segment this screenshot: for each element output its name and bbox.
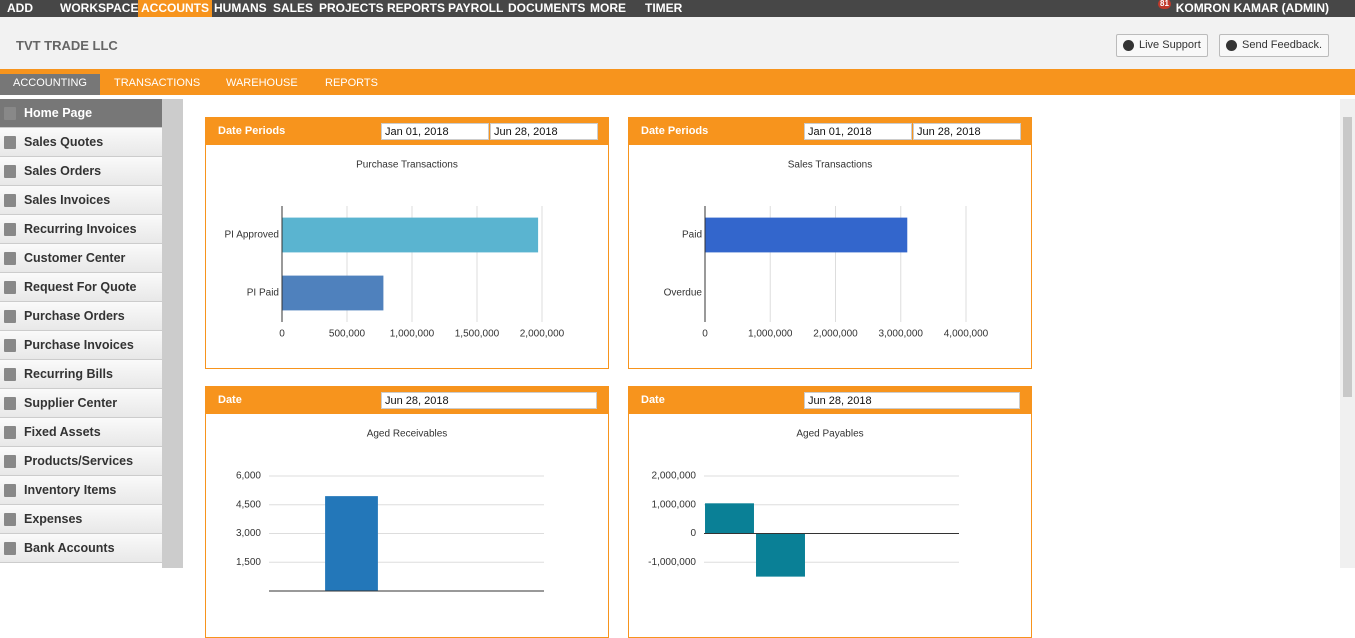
bar [756, 533, 805, 577]
sidebar-item[interactable]: Inventory Items [0, 476, 162, 505]
x-tick-label: 0 [279, 329, 285, 340]
tab[interactable]: ACCOUNTING [0, 74, 100, 95]
nav-item[interactable]: MORE [590, 1, 626, 15]
y-tick-label: 3,000 [236, 528, 261, 539]
chart: Sales Transactions 0 1,000,000 2,000,000 3,0… [664, 160, 989, 340]
y-tick-label: 6,000 [236, 471, 261, 482]
chart-title: Purchase Transactions [356, 160, 458, 171]
top-nav: ADD WORKSPACE ACCOUNTS HUMANS SALES PROJECTS R… [0, 0, 1355, 17]
date-input[interactable]: Jun 28, 2018 [490, 123, 598, 140]
nav-item[interactable]: DOCUMENTS [508, 1, 586, 15]
sidebar-item[interactable]: Fixed Assets [0, 418, 162, 447]
nav-item[interactable]: PROJECTS [319, 1, 384, 15]
chart-title: Aged Receivables [367, 429, 448, 440]
chart-title: Sales Transactions [788, 160, 873, 171]
sidebar-item[interactable]: Purchase Invoices [0, 331, 162, 360]
date-input[interactable]: Jan 01, 2018 [381, 123, 489, 140]
chart: Aged Payables -1,000,000 0 1,000,000 2,000,0… [648, 429, 959, 577]
y-tick-label: 2,000,000 [652, 471, 697, 482]
y-tick-label: -1,000,000 [648, 557, 696, 568]
category-label: Overdue [664, 288, 703, 299]
sidebar-item[interactable]: Sales Quotes [0, 128, 162, 157]
x-tick-label: 2,000,000 [813, 329, 858, 340]
widget: Date Periods Jan 01, 2018 Jun 28, 2018 Purc… [205, 117, 609, 369]
sidebar-item[interactable]: Request For Quote [0, 273, 162, 302]
date-input[interactable]: Jun 28, 2018 [381, 392, 597, 409]
nav-item[interactable]: HUMANS [214, 1, 267, 15]
y-tick-label: 1,000,000 [652, 499, 697, 510]
date-input[interactable]: Jun 28, 2018 [804, 392, 1020, 409]
sidebar-item[interactable]: Sales Orders [0, 157, 162, 186]
x-tick-label: 0 [702, 329, 708, 340]
sidebar-item[interactable]: Home Page [0, 99, 162, 128]
chart-title: Aged Payables [796, 429, 863, 440]
x-tick-label: 4,000,000 [944, 329, 989, 340]
widget-header: Date Jun 28, 2018 [206, 387, 608, 414]
header: TVT TRADE LLC Live Support Send Feedback… [0, 17, 1355, 69]
category-label: PI Paid [247, 288, 279, 299]
y-tick-label: 0 [690, 528, 696, 539]
x-tick-label: 1,500,000 [455, 329, 500, 340]
company-name: TVT TRADE LLC [16, 38, 118, 53]
x-tick-label: 500,000 [329, 329, 366, 340]
chart: Purchase Transactions 0 500,000 1,000,000 1,… [225, 160, 565, 340]
bar [705, 503, 754, 534]
x-tick-label: 1,000,000 [748, 329, 793, 340]
sidebar-item[interactable]: Products/Services [0, 447, 162, 476]
date-input[interactable]: Jan 01, 2018 [804, 123, 912, 140]
x-tick-label: 1,000,000 [390, 329, 435, 340]
nav-item[interactable]: SALES [273, 1, 314, 15]
bar [325, 496, 378, 591]
widget-header: Date Jun 28, 2018 [629, 387, 1031, 414]
date-input[interactable]: Jun 28, 2018 [913, 123, 1021, 140]
widget: Date Periods Jan 01, 2018 Jun 28, 2018 Sale… [628, 117, 1032, 369]
widget: Date Jun 28, 2018 Aged Payables -1,000,000 0… [628, 386, 1032, 638]
widget-header: Date Periods Jan 01, 2018 Jun 28, 2018 [629, 118, 1031, 145]
sidebar: Home Page Sales Quotes Sales Orders Sales I… [0, 99, 162, 563]
sidebar-item[interactable]: Supplier Center [0, 389, 162, 418]
notification-badge[interactable]: 81 [1158, 0, 1171, 9]
x-tick-label: 2,000,000 [520, 329, 565, 340]
widget-header-label: Date Periods [218, 125, 286, 137]
nav-item[interactable]: TIMER [645, 1, 683, 15]
widget: Date Jun 28, 2018 Aged Receivables 1,500 3,0… [205, 386, 609, 638]
scrollbar [1340, 99, 1355, 568]
widget-header-label: Date [641, 394, 665, 406]
sidebar-item[interactable]: Recurring Bills [0, 360, 162, 389]
live-support-button[interactable]: Live Support [1116, 34, 1208, 57]
sidebar-item[interactable]: Recurring Invoices [0, 215, 162, 244]
feedback-button[interactable]: Send Feedback. [1219, 34, 1330, 57]
chart: Aged Receivables 1,500 3,000 4,500 6,000 [236, 429, 544, 592]
widget-header-label: Date [218, 394, 242, 406]
nav-item[interactable]: ACCOUNTS [138, 0, 212, 17]
widget-header: Date Periods Jan 01, 2018 Jun 28, 2018 [206, 118, 608, 145]
nav-item[interactable]: WORKSPACE [60, 1, 139, 15]
user-name[interactable]: KOMRON KAMAR (ADMIN) [1175, 1, 1329, 15]
category-label: Paid [682, 230, 702, 241]
bar [705, 217, 908, 253]
y-tick-label: 4,500 [236, 499, 261, 510]
tab[interactable]: TRANSACTIONS [114, 77, 201, 89]
nav-item[interactable]: REPORTS [387, 1, 446, 15]
widget-header-label: Date Periods [641, 125, 709, 137]
nav-item[interactable]: ADD [7, 1, 33, 15]
category-label: PI Approved [225, 230, 279, 241]
sidebar-item[interactable]: Customer Center [0, 244, 162, 273]
sidebar-scrollbar [162, 99, 183, 568]
sidebar-item[interactable]: Bank Accounts [0, 534, 162, 563]
tabs: ACCOUNTING TRANSACTIONS WAREHOUSE REPORTS [0, 69, 1355, 95]
bar [282, 275, 384, 311]
tab[interactable]: REPORTS [325, 77, 378, 89]
tab[interactable]: WAREHOUSE [226, 77, 298, 89]
x-tick-label: 3,000,000 [879, 329, 924, 340]
y-tick-label: 1,500 [236, 557, 261, 568]
bar [282, 217, 539, 253]
nav-item[interactable]: PAYROLL [448, 1, 504, 15]
sidebar-item[interactable]: Sales Invoices [0, 186, 162, 215]
sidebar-item[interactable]: Purchase Orders [0, 302, 162, 331]
sidebar-item[interactable]: Expenses [0, 505, 162, 534]
